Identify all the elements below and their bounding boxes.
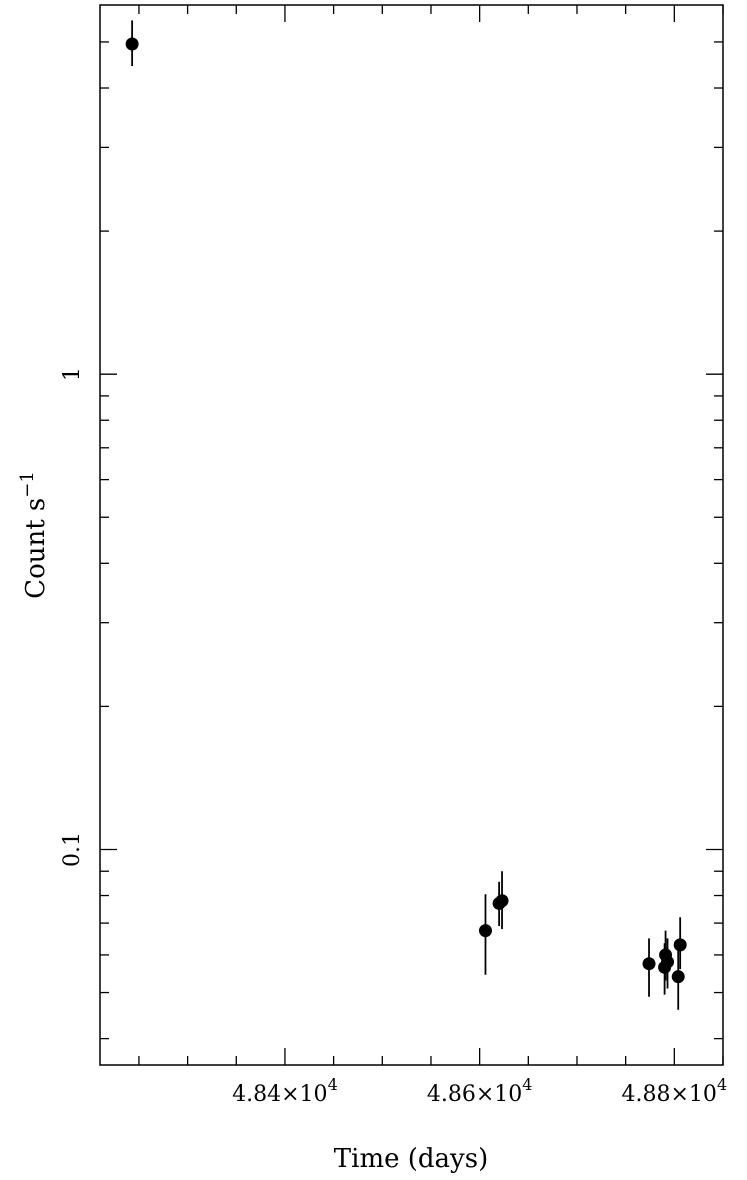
y-tick-label: 0.1 bbox=[60, 832, 85, 867]
x-tick-exponent: 4 bbox=[717, 1075, 727, 1094]
y-tick-label: 1 bbox=[60, 367, 85, 381]
axis-ticks bbox=[100, 5, 724, 1065]
x-tick-mantissa: 4.86×10 bbox=[427, 1082, 522, 1107]
data-point bbox=[478, 924, 492, 938]
x-tick-label: 4.86×104 bbox=[427, 1075, 533, 1107]
data-point bbox=[673, 938, 687, 952]
data-point bbox=[642, 957, 656, 971]
plot-frame bbox=[99, 4, 724, 1066]
y-axis-label: Count s−1 bbox=[17, 471, 51, 599]
x-tick-exponent: 4 bbox=[522, 1075, 532, 1094]
y-axis-label-exponent: −1 bbox=[17, 471, 38, 498]
data-point bbox=[125, 37, 139, 51]
data-points bbox=[125, 20, 687, 1010]
x-tick-label: 4.88×104 bbox=[622, 1075, 728, 1107]
y-axis-label-text: Count s bbox=[21, 498, 51, 599]
x-tick-mantissa: 4.84×10 bbox=[232, 1082, 327, 1107]
x-tick-mantissa: 4.88×10 bbox=[622, 1082, 717, 1107]
x-tick-exponent: 4 bbox=[328, 1075, 338, 1094]
data-point bbox=[661, 955, 675, 969]
data-point bbox=[495, 894, 509, 908]
x-tick-label: 4.84×104 bbox=[232, 1075, 338, 1107]
x-axis-label: Time (days) bbox=[334, 1144, 488, 1174]
data-point bbox=[671, 970, 685, 984]
